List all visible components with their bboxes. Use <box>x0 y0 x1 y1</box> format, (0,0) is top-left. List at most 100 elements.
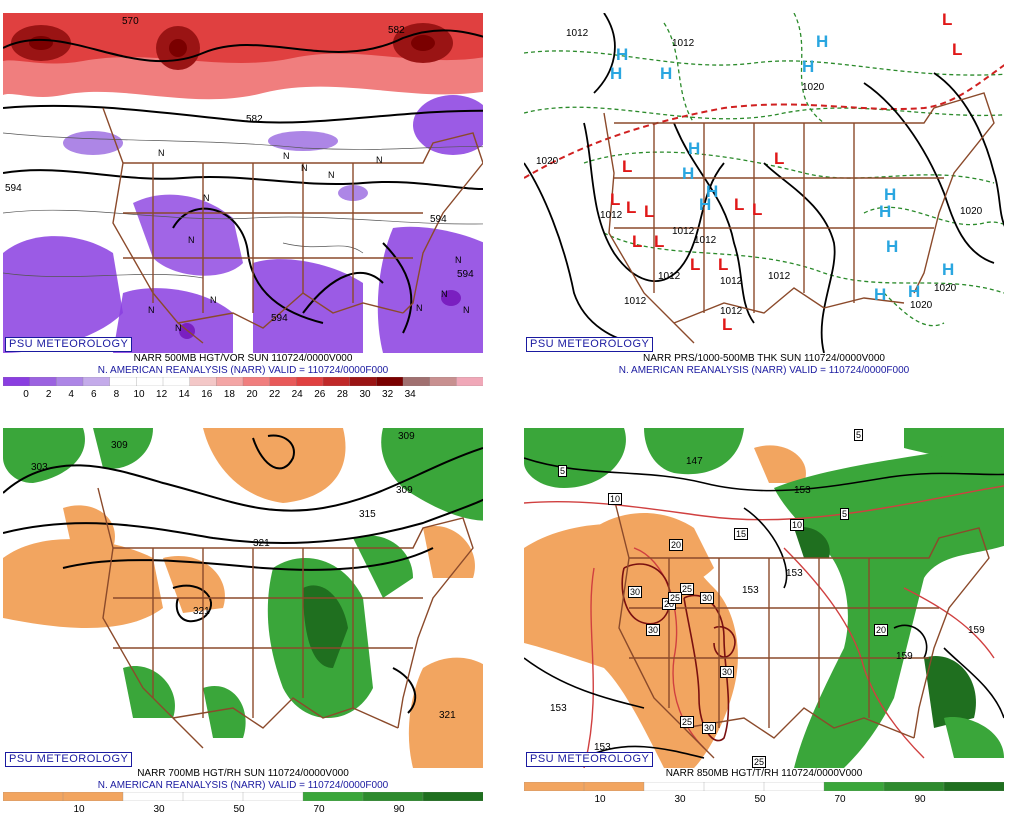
colorbar-swatch <box>349 377 377 386</box>
high-pressure-marker: H <box>616 45 629 64</box>
colorbar-swatch <box>943 782 1004 791</box>
isobar-label: 1020 <box>910 300 933 311</box>
svg-text:N: N <box>301 163 308 173</box>
colorbar-tick-label: 90 <box>914 794 926 805</box>
svg-text:N: N <box>441 289 448 299</box>
isobar-label: 1012 <box>720 306 743 317</box>
high-pressure-marker: H <box>688 139 701 158</box>
colorbar-swatch <box>242 377 271 386</box>
brand-label: PSU METEOROLOGY <box>5 752 133 767</box>
isobar-label: 1012 <box>672 226 695 237</box>
brand-label: PSU METEOROLOGY <box>526 337 654 352</box>
low-pressure-marker: L <box>952 40 963 59</box>
colorbar-swatch <box>524 782 585 791</box>
colorbar-swatch <box>82 377 111 386</box>
colorbar-swatch <box>643 782 705 791</box>
map-850mb: 5 5 10 10 15 20 20 25 25 25 30 30 30 30 … <box>524 428 1004 768</box>
low-pressure-marker: L <box>632 232 643 251</box>
high-pressure-marker: H <box>908 282 921 301</box>
svg-text:N: N <box>283 151 290 161</box>
boxed-label: 20 <box>669 539 684 551</box>
colorbar-tick-label: 16 <box>201 389 213 400</box>
high-pressure-marker: H <box>886 237 899 256</box>
colorbar-ticks: 10 30 50 70 90 <box>524 794 1004 806</box>
boxed-label: 15 <box>734 528 749 540</box>
colorbar-tick-label: 70 <box>834 794 846 805</box>
isobar-label: 1012 <box>600 210 623 221</box>
boxed-label: 30 <box>628 586 643 598</box>
boxed-label: 25 <box>680 716 695 728</box>
contour-label: 594 <box>457 269 474 280</box>
colorbar-tick-label: 20 <box>246 389 258 400</box>
panel-500mb-vorticity: NNN NNN NNN NNN NNN 570 582 582 594 594 … <box>3 13 483 403</box>
contour-label: 594 <box>430 214 447 225</box>
high-pressure-marker: H <box>660 64 673 83</box>
colorbar-tick-label: 12 <box>156 389 168 400</box>
contour-label: 153 <box>742 585 759 596</box>
boxed-label: 5 <box>558 465 568 477</box>
colorbar-tick-label: 14 <box>178 389 190 400</box>
colorbar-swatch <box>429 377 457 386</box>
boxed-label: 25 <box>752 756 767 768</box>
svg-text:N: N <box>158 148 165 158</box>
boxed-label: 30 <box>646 624 661 636</box>
colorbar-tick-label: 90 <box>393 804 405 815</box>
panel-caption: NARR 500MB HGT/VOR SUN 110724/0000V000 <box>133 353 353 364</box>
colorbar <box>3 792 483 801</box>
boxed-label: 30 <box>720 666 735 678</box>
low-pressure-marker: L <box>654 232 665 251</box>
colorbar-swatch <box>242 792 304 801</box>
high-pressure-marker: H <box>879 202 892 221</box>
boxed-label: 10 <box>608 493 623 505</box>
contour-label: 594 <box>5 183 22 194</box>
colorbar-swatch <box>322 377 351 386</box>
colorbar-tick-label: 28 <box>336 389 348 400</box>
boxed-label: 25 <box>680 583 695 595</box>
high-pressure-marker: H <box>610 64 623 83</box>
colorbar-tick-label: 10 <box>133 389 145 400</box>
colorbar-tick-label: 2 <box>45 389 52 400</box>
contour-label: 594 <box>271 313 288 324</box>
boxed-label: 5 <box>854 429 864 441</box>
contour-label: 321 <box>253 538 270 549</box>
isobar-label: 1012 <box>720 276 743 287</box>
colorbar-tick-label: 22 <box>269 389 281 400</box>
colorbar-tick-label: 32 <box>382 389 394 400</box>
panel-subcaption: N. AMERICAN REANALYSIS (NARR) VALID = 11… <box>97 365 389 376</box>
high-pressure-marker: H <box>682 164 695 183</box>
colorbar-swatch <box>456 377 483 386</box>
contour-label: 153 <box>550 703 567 714</box>
isobar-label: 1020 <box>802 82 825 93</box>
colorbar-ticks: 0 2 4 6 8 10 12 14 16 18 20 22 24 26 28 30 32 34 <box>3 389 483 401</box>
panel-subcaption: N. AMERICAN REANALYSIS (NARR) VALID = 11… <box>97 780 389 791</box>
boxed-label: 30 <box>700 592 715 604</box>
colorbar-swatch <box>302 792 364 801</box>
low-pressure-marker: L <box>722 315 733 334</box>
contour-label: 159 <box>896 651 913 662</box>
high-pressure-marker: H <box>874 285 887 304</box>
low-pressure-marker: L <box>610 190 621 209</box>
svg-text:N: N <box>203 193 210 203</box>
contour-label: 321 <box>439 710 456 721</box>
boxed-label: 25 <box>668 592 683 604</box>
low-pressure-marker: L <box>644 202 655 221</box>
panel-700mb-humidity: 309 309 303 309 315 321 321 321 PSU METE… <box>3 428 483 818</box>
contour-label: 309 <box>111 440 128 451</box>
svg-text:N: N <box>376 155 383 165</box>
colorbar-tick-label: 4 <box>68 389 74 400</box>
map-surface-pressure: H H H H H H H H H H H H H H H L L L L L … <box>524 13 1004 353</box>
isobar-label: 1020 <box>536 156 559 167</box>
svg-text:N: N <box>175 323 182 333</box>
colorbar-swatch <box>402 377 431 386</box>
colorbar-tick-label: 24 <box>291 389 303 400</box>
colorbar-swatch <box>763 782 825 791</box>
colorbar-swatch <box>269 377 297 386</box>
high-pressure-marker: H <box>884 185 897 204</box>
colorbar-tick-label: 6 <box>91 389 97 400</box>
colorbar-tick-label: 50 <box>754 794 766 805</box>
colorbar-swatch <box>823 782 885 791</box>
isobar-label: 1012 <box>694 235 717 246</box>
colorbar-tick-label: 30 <box>359 389 371 400</box>
boxed-label: 5 <box>840 508 850 520</box>
low-pressure-marker: L <box>718 255 729 274</box>
